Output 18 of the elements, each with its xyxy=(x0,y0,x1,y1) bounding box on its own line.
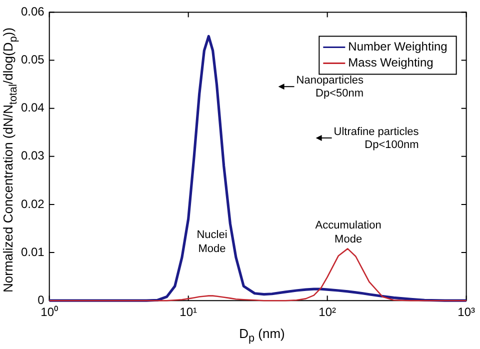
y-tick-label: 0 xyxy=(38,292,45,307)
annotation: Accumulation Mode xyxy=(315,220,382,246)
x-tick-label: 10² xyxy=(318,305,336,320)
y-tick-label: 0.06 xyxy=(20,4,45,19)
x-tick-label: 10¹ xyxy=(180,305,198,320)
legend-label: Mass Weighting xyxy=(348,56,434,70)
y-tick-label: 0.02 xyxy=(20,196,45,211)
y-tick-label: 0.05 xyxy=(20,52,45,67)
legend-label: Number Weighting xyxy=(348,40,448,54)
y-tick-label: 0.01 xyxy=(20,244,45,259)
annotation: Nuclei Mode xyxy=(196,228,228,255)
annotation: Ultrafine particles Dp<100nm xyxy=(334,126,420,151)
y-tick-label: 0.03 xyxy=(20,148,45,163)
x-tick-label: 10⁰ xyxy=(40,305,58,320)
y-tick-label: 0.04 xyxy=(20,100,45,115)
annotation: Nanoparticles Dp<50nm xyxy=(296,74,364,100)
x-tick-label: 10³ xyxy=(458,305,476,320)
x-axis-title: D$_{p}$ (nm) xyxy=(239,326,285,345)
